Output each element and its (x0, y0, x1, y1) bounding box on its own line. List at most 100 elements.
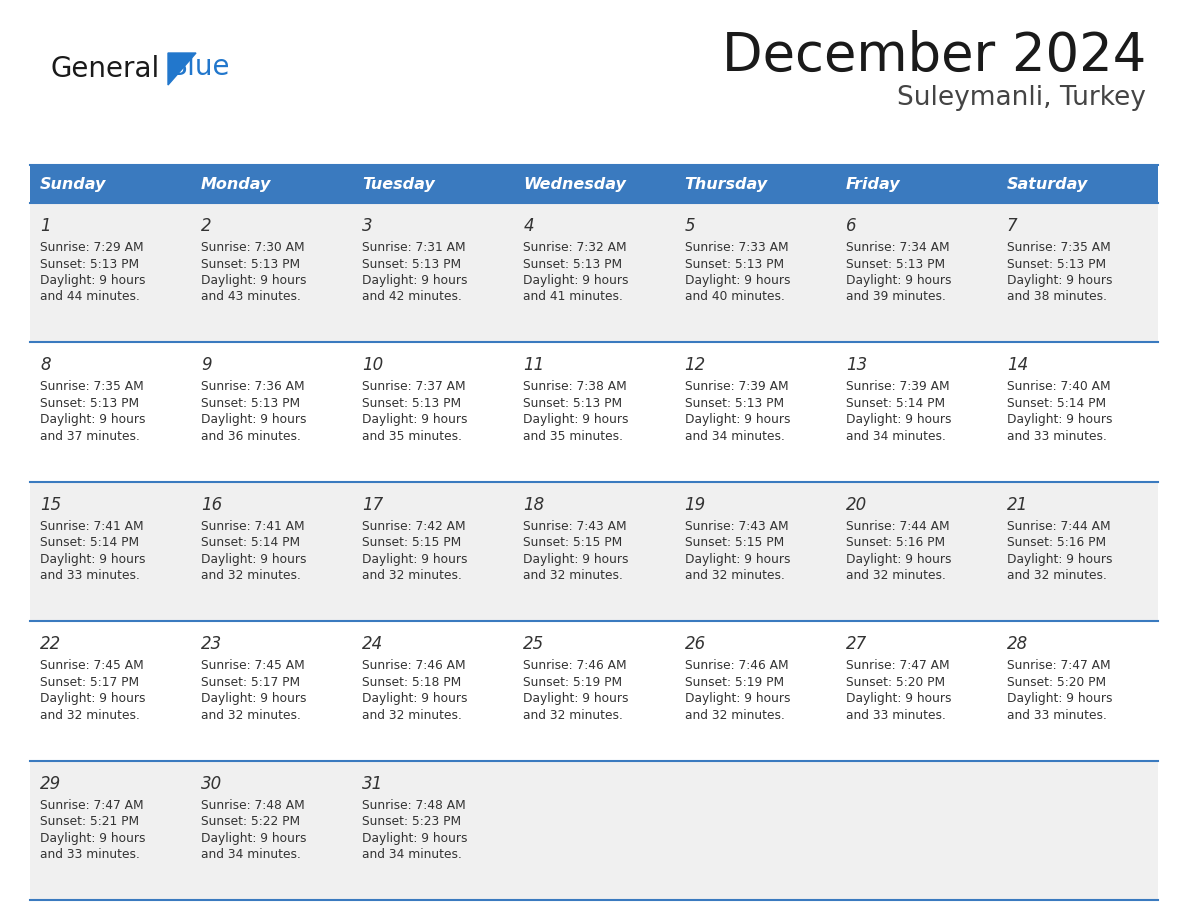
Polygon shape (168, 53, 196, 85)
Text: Daylight: 9 hours: Daylight: 9 hours (201, 832, 307, 845)
Text: Daylight: 9 hours: Daylight: 9 hours (524, 274, 628, 287)
Text: Sunrise: 7:45 AM: Sunrise: 7:45 AM (201, 659, 305, 672)
Text: Sunrise: 7:40 AM: Sunrise: 7:40 AM (1007, 380, 1111, 394)
Text: Sunset: 5:14 PM: Sunset: 5:14 PM (40, 536, 139, 549)
Text: Daylight: 9 hours: Daylight: 9 hours (40, 692, 145, 705)
Text: and 42 minutes.: and 42 minutes. (362, 290, 462, 304)
Text: Daylight: 9 hours: Daylight: 9 hours (1007, 413, 1112, 426)
Text: Daylight: 9 hours: Daylight: 9 hours (524, 413, 628, 426)
Text: and 32 minutes.: and 32 minutes. (524, 709, 624, 722)
Text: Daylight: 9 hours: Daylight: 9 hours (684, 692, 790, 705)
Text: and 32 minutes.: and 32 minutes. (40, 709, 140, 722)
Text: Thursday: Thursday (684, 176, 767, 192)
Text: Sunset: 5:13 PM: Sunset: 5:13 PM (40, 397, 139, 410)
Text: 24: 24 (362, 635, 384, 654)
Text: Sunset: 5:13 PM: Sunset: 5:13 PM (362, 397, 461, 410)
Text: December 2024: December 2024 (722, 30, 1146, 82)
Text: 27: 27 (846, 635, 867, 654)
Text: 28: 28 (1007, 635, 1028, 654)
Text: Monday: Monday (201, 176, 272, 192)
Text: and 32 minutes.: and 32 minutes. (362, 709, 462, 722)
Text: Sunset: 5:20 PM: Sunset: 5:20 PM (846, 676, 944, 688)
Text: 20: 20 (846, 496, 867, 514)
Text: Daylight: 9 hours: Daylight: 9 hours (40, 553, 145, 565)
Text: Daylight: 9 hours: Daylight: 9 hours (362, 692, 468, 705)
Text: and 34 minutes.: and 34 minutes. (362, 848, 462, 861)
Text: Daylight: 9 hours: Daylight: 9 hours (201, 274, 307, 287)
Text: Sunset: 5:16 PM: Sunset: 5:16 PM (846, 536, 944, 549)
Text: and 36 minutes.: and 36 minutes. (201, 430, 301, 442)
Text: and 41 minutes.: and 41 minutes. (524, 290, 624, 304)
Text: and 39 minutes.: and 39 minutes. (846, 290, 946, 304)
Text: and 32 minutes.: and 32 minutes. (684, 709, 784, 722)
Text: Daylight: 9 hours: Daylight: 9 hours (201, 553, 307, 565)
Text: 9: 9 (201, 356, 211, 375)
Text: Wednesday: Wednesday (524, 176, 626, 192)
Text: Sunset: 5:23 PM: Sunset: 5:23 PM (362, 815, 461, 828)
Bar (30, 621, 1158, 761)
Text: and 37 minutes.: and 37 minutes. (40, 430, 140, 442)
Text: Sunset: 5:15 PM: Sunset: 5:15 PM (524, 536, 623, 549)
Text: Sunrise: 7:31 AM: Sunrise: 7:31 AM (362, 241, 466, 254)
Text: Daylight: 9 hours: Daylight: 9 hours (201, 692, 307, 705)
Text: Sunset: 5:20 PM: Sunset: 5:20 PM (1007, 676, 1106, 688)
Text: Sunset: 5:14 PM: Sunset: 5:14 PM (1007, 397, 1106, 410)
Text: and 35 minutes.: and 35 minutes. (524, 430, 624, 442)
Text: 10: 10 (362, 356, 384, 375)
Text: 5: 5 (684, 217, 695, 235)
Text: Daylight: 9 hours: Daylight: 9 hours (684, 553, 790, 565)
Text: 11: 11 (524, 356, 544, 375)
Text: Daylight: 9 hours: Daylight: 9 hours (1007, 692, 1112, 705)
Bar (30, 482, 1158, 621)
Text: Daylight: 9 hours: Daylight: 9 hours (684, 413, 790, 426)
Text: and 33 minutes.: and 33 minutes. (1007, 709, 1107, 722)
Text: Sunrise: 7:48 AM: Sunrise: 7:48 AM (362, 799, 466, 812)
Text: Daylight: 9 hours: Daylight: 9 hours (846, 692, 952, 705)
Text: and 34 minutes.: and 34 minutes. (684, 430, 784, 442)
Text: Daylight: 9 hours: Daylight: 9 hours (40, 274, 145, 287)
Text: and 43 minutes.: and 43 minutes. (201, 290, 301, 304)
Bar (30, 761, 1158, 900)
Text: 30: 30 (201, 775, 222, 792)
Text: and 40 minutes.: and 40 minutes. (684, 290, 784, 304)
Bar (30, 342, 1158, 482)
Text: Daylight: 9 hours: Daylight: 9 hours (1007, 553, 1112, 565)
Text: Sunrise: 7:41 AM: Sunrise: 7:41 AM (201, 520, 305, 532)
Text: Sunrise: 7:47 AM: Sunrise: 7:47 AM (40, 799, 144, 812)
Text: Sunday: Sunday (40, 176, 107, 192)
Text: Sunrise: 7:30 AM: Sunrise: 7:30 AM (201, 241, 305, 254)
Text: Sunset: 5:13 PM: Sunset: 5:13 PM (524, 258, 623, 271)
Text: and 44 minutes.: and 44 minutes. (40, 290, 140, 304)
Text: General: General (50, 55, 159, 83)
Text: and 32 minutes.: and 32 minutes. (524, 569, 624, 582)
Text: Daylight: 9 hours: Daylight: 9 hours (362, 413, 468, 426)
Text: Sunset: 5:13 PM: Sunset: 5:13 PM (846, 258, 944, 271)
Text: Sunrise: 7:38 AM: Sunrise: 7:38 AM (524, 380, 627, 394)
Text: Sunset: 5:13 PM: Sunset: 5:13 PM (524, 397, 623, 410)
Text: Blue: Blue (168, 53, 229, 81)
Text: Sunset: 5:13 PM: Sunset: 5:13 PM (684, 397, 784, 410)
Text: Sunrise: 7:35 AM: Sunrise: 7:35 AM (40, 380, 144, 394)
Text: and 34 minutes.: and 34 minutes. (201, 848, 301, 861)
Text: Sunset: 5:13 PM: Sunset: 5:13 PM (1007, 258, 1106, 271)
Text: and 33 minutes.: and 33 minutes. (846, 709, 946, 722)
Text: Sunset: 5:18 PM: Sunset: 5:18 PM (362, 676, 461, 688)
Text: and 33 minutes.: and 33 minutes. (1007, 430, 1107, 442)
Text: and 32 minutes.: and 32 minutes. (362, 569, 462, 582)
Text: and 35 minutes.: and 35 minutes. (362, 430, 462, 442)
Text: Sunrise: 7:32 AM: Sunrise: 7:32 AM (524, 241, 627, 254)
Text: Sunset: 5:15 PM: Sunset: 5:15 PM (684, 536, 784, 549)
Text: 29: 29 (40, 775, 62, 792)
Text: 18: 18 (524, 496, 544, 514)
Text: Sunrise: 7:44 AM: Sunrise: 7:44 AM (1007, 520, 1111, 532)
Text: and 33 minutes.: and 33 minutes. (40, 569, 140, 582)
Text: Sunrise: 7:47 AM: Sunrise: 7:47 AM (846, 659, 949, 672)
Text: Daylight: 9 hours: Daylight: 9 hours (40, 413, 145, 426)
Text: Sunrise: 7:46 AM: Sunrise: 7:46 AM (524, 659, 627, 672)
Text: and 33 minutes.: and 33 minutes. (40, 848, 140, 861)
Text: Daylight: 9 hours: Daylight: 9 hours (201, 413, 307, 426)
Text: 21: 21 (1007, 496, 1028, 514)
Text: Sunrise: 7:45 AM: Sunrise: 7:45 AM (40, 659, 144, 672)
Text: Sunset: 5:13 PM: Sunset: 5:13 PM (684, 258, 784, 271)
Text: Friday: Friday (846, 176, 901, 192)
